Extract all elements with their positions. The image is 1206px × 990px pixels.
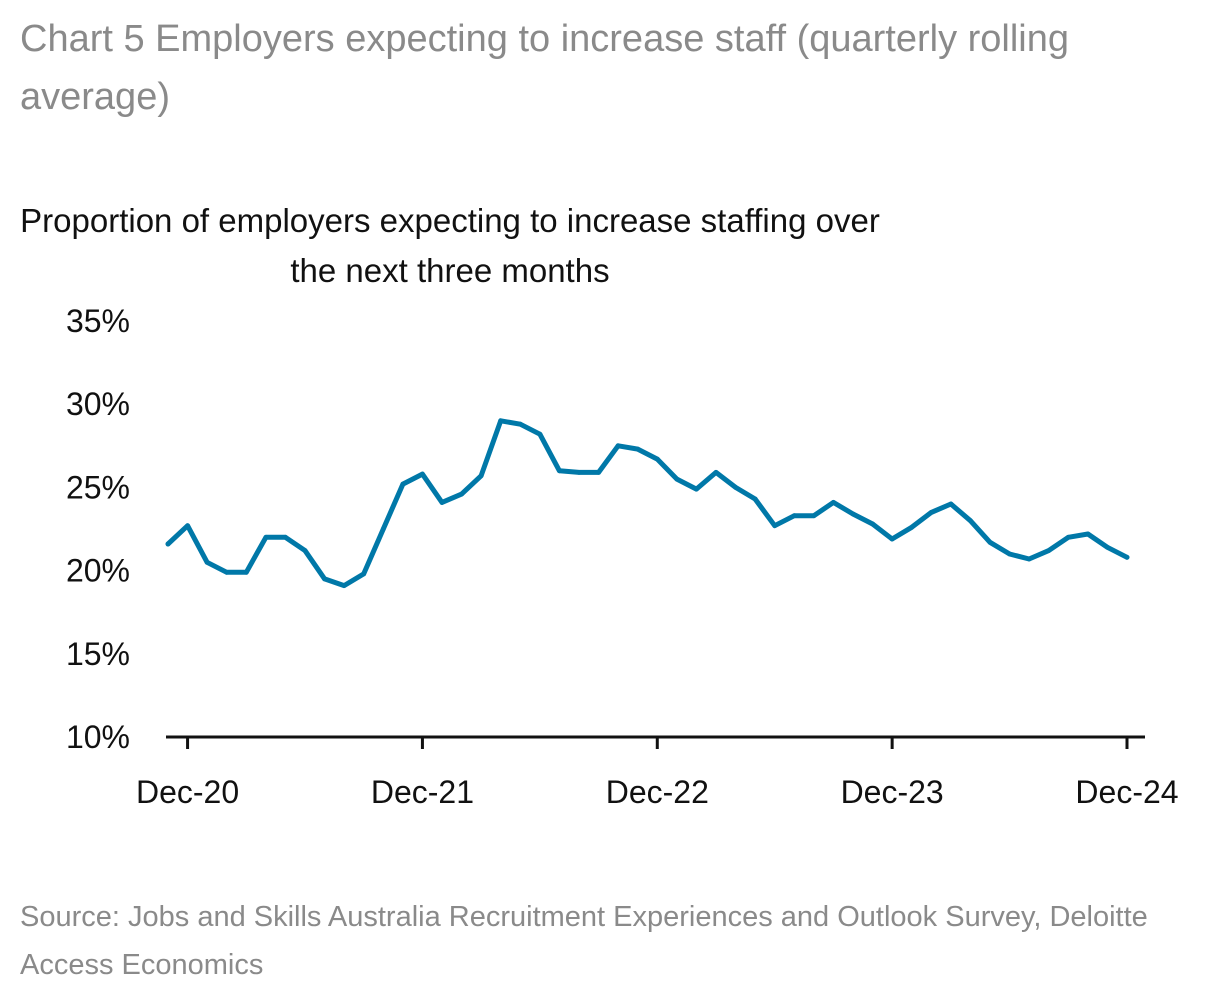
data-point [968, 518, 973, 524]
data-point [380, 526, 386, 532]
data-point [596, 470, 601, 475]
data-point [185, 523, 191, 529]
data-point [1085, 531, 1091, 537]
data-point [1124, 554, 1130, 560]
data-point [987, 539, 993, 545]
x-tick-label: Dec-22 [606, 774, 709, 810]
data-point [733, 485, 738, 490]
data-point [1046, 548, 1052, 553]
chart-title: Chart 5 Employers expecting to increase … [20, 18, 1070, 118]
data-point [928, 510, 934, 515]
y-tick-label: 10% [66, 719, 130, 755]
x-tick-labels: Dec-20 Dec-21 Dec-22 Dec-23 Dec-24 [136, 774, 1179, 810]
data-point [165, 541, 171, 547]
data-point [1105, 544, 1110, 550]
data-point [283, 534, 288, 540]
data-point [615, 443, 621, 449]
data-point [459, 491, 464, 497]
data-point [694, 486, 699, 492]
data-point [1007, 551, 1012, 557]
data-point [420, 471, 425, 477]
data-point [791, 513, 797, 519]
y-axis-label: Proportion of employers expecting to inc… [20, 202, 880, 289]
data-point [400, 481, 406, 487]
y-tick-label: 30% [66, 386, 130, 422]
data-point [909, 524, 915, 530]
data-point [576, 470, 582, 475]
y-tick-label: 15% [66, 636, 130, 672]
data-point [654, 456, 660, 462]
data-point [341, 583, 347, 588]
data-point [772, 523, 778, 529]
data-point [850, 511, 856, 517]
y-tick-labels: 10% 15% 20% 25% 30% 35% [66, 303, 130, 755]
data-point [831, 500, 836, 505]
x-tick-label: Dec-21 [371, 774, 474, 810]
data-point [243, 569, 249, 575]
source-note: Source: Jobs and Skills Australia Recrui… [20, 901, 1148, 981]
x-tick-label: Dec-23 [841, 774, 944, 810]
data-point [224, 569, 230, 575]
data-point [635, 446, 641, 452]
data-point [517, 421, 523, 427]
data-points [165, 418, 1130, 588]
data-point [439, 500, 445, 505]
data-point [811, 513, 817, 519]
data-point [498, 418, 504, 424]
data-point [889, 536, 895, 542]
data-point [322, 576, 327, 582]
series-line [165, 418, 1130, 589]
y-tick-label: 20% [66, 553, 130, 589]
data-point [674, 476, 680, 482]
x-ticks [186, 737, 1129, 749]
data-point [302, 548, 308, 553]
data-point [1065, 534, 1071, 540]
x-tick-label: Dec-20 [136, 774, 239, 810]
x-tick-label: Dec-24 [1075, 774, 1178, 810]
line-chart: 10%15%20%25%30%35% Dec-20 Dec-21 Dec-22 Dec… [66, 303, 1179, 810]
data-point [1026, 556, 1032, 562]
y-tick-label: 25% [66, 469, 130, 505]
data-point [752, 496, 758, 502]
data-point [537, 431, 543, 437]
data-point [870, 521, 875, 527]
data-point [557, 468, 562, 474]
data-point [713, 470, 719, 475]
data-point [361, 571, 367, 577]
y-tick-label: 35% [66, 303, 130, 339]
data-point [948, 501, 954, 507]
data-point [478, 473, 484, 479]
data-point [204, 559, 210, 565]
data-point [263, 534, 269, 540]
